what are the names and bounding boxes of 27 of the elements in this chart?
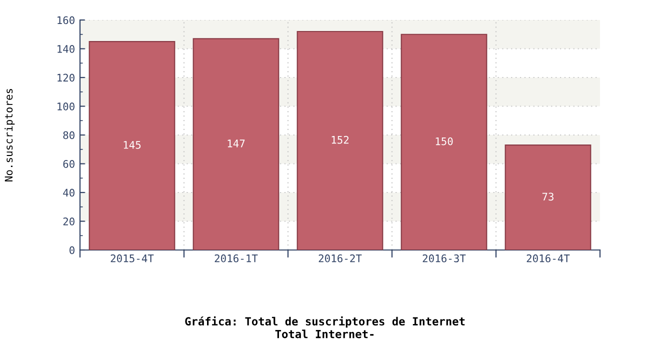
y-axis-title: No.suscriptores: [4, 88, 15, 182]
y-tick-label: 160: [58, 16, 74, 24]
y-tick-label: 0: [70, 246, 74, 254]
y-tick-label: 60: [63, 160, 74, 168]
data-label: 150: [436, 137, 453, 146]
y-tick-label: 100: [58, 102, 74, 110]
y-tick-label: 140: [58, 45, 74, 53]
bar: [88, 41, 176, 250]
text: Gráfica: Total de suscriptores de Internet: [185, 316, 465, 328]
y-tick-label: 120: [58, 74, 74, 82]
x-tick-label: 2016-3T: [422, 254, 466, 262]
bar: [192, 38, 280, 250]
y-tick-label: 20: [63, 218, 74, 226]
x-tick-label: 2016-1T: [214, 254, 258, 262]
x-tick-label: 2016-2T: [318, 254, 362, 262]
y-tick-label: 40: [63, 188, 74, 197]
x-tick-label: 2015-4T: [110, 254, 154, 262]
text: Total Internet-: [275, 330, 374, 338]
x-tick-label: 2016-4T: [526, 254, 570, 262]
bar: [296, 30, 384, 250]
data-label: 145: [124, 141, 141, 149]
data-label: 147: [228, 140, 245, 148]
data-label: 73: [542, 192, 554, 201]
bar: [504, 144, 592, 250]
y-tick-label: 80: [63, 131, 74, 140]
bar: [400, 34, 488, 250]
data-label: 152: [332, 136, 349, 144]
